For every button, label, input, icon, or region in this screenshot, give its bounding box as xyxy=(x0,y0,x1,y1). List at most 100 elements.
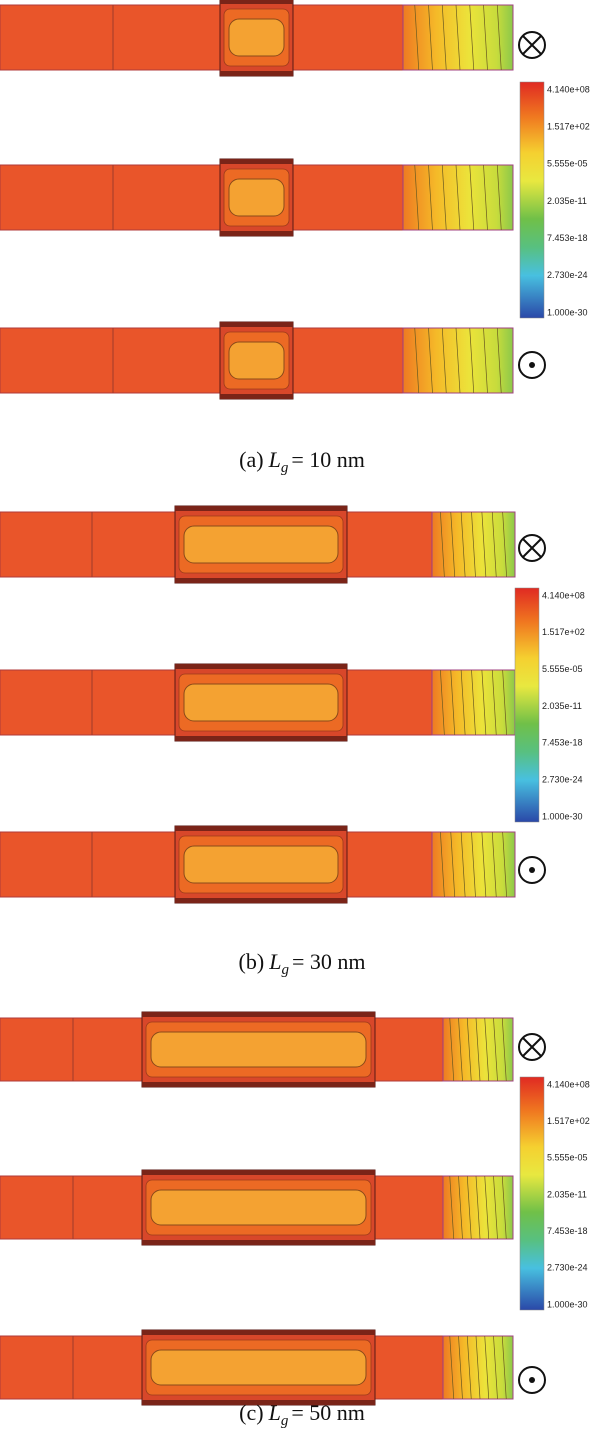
channel-core xyxy=(150,1031,367,1068)
gate-bottom xyxy=(142,1082,375,1087)
gate-bottom xyxy=(142,1240,375,1245)
contour xyxy=(471,669,476,736)
out-page-dot xyxy=(529,867,535,873)
into-page-cross xyxy=(522,35,542,55)
into-page-cross xyxy=(522,1037,542,1057)
contour xyxy=(502,831,507,898)
colorbar-label: 5.555e-05 xyxy=(547,159,588,169)
contour xyxy=(501,1175,507,1240)
contour xyxy=(455,4,461,71)
colorbar xyxy=(514,587,540,823)
caption-label: (c) xyxy=(239,1400,263,1425)
colorbar-label: 1.000e-30 xyxy=(547,1299,588,1309)
contour xyxy=(428,4,433,71)
gate-top xyxy=(142,1330,375,1335)
contour xyxy=(483,327,488,394)
out-page-dot xyxy=(529,362,535,368)
contour xyxy=(460,511,466,578)
channel-core xyxy=(228,178,285,217)
caption-value: = 50 nm xyxy=(291,1400,365,1425)
contour xyxy=(496,327,502,394)
contour xyxy=(441,327,447,394)
contour xyxy=(455,327,461,394)
channel-core xyxy=(150,1189,367,1226)
contour xyxy=(481,669,487,736)
channel-core xyxy=(228,18,285,57)
contour xyxy=(450,669,456,736)
contour xyxy=(460,831,466,898)
contour xyxy=(460,669,466,736)
contour xyxy=(483,164,488,231)
contour xyxy=(502,511,507,578)
contour xyxy=(450,831,456,898)
contour xyxy=(481,831,487,898)
contour xyxy=(502,669,507,736)
contour xyxy=(449,1017,455,1082)
caption-label: (a) xyxy=(239,447,263,472)
contour xyxy=(475,1335,481,1400)
caption-value: = 10 nm xyxy=(291,447,365,472)
gate-bottom xyxy=(175,736,347,741)
contour xyxy=(450,511,456,578)
contour xyxy=(493,1017,498,1082)
colorbar-label: 4.140e+08 xyxy=(542,590,585,600)
contour xyxy=(484,1017,490,1082)
caption-value: = 30 nm xyxy=(292,949,366,974)
colorbar-label: 1.517e+02 xyxy=(542,627,585,637)
contour xyxy=(496,164,502,231)
contour xyxy=(441,4,447,71)
colorbar-label: 1.517e+02 xyxy=(547,122,590,132)
colorbar-label: 7.453e-18 xyxy=(547,233,588,243)
contour xyxy=(469,327,475,394)
contour xyxy=(440,511,445,578)
gate-bottom xyxy=(175,898,347,903)
colorbar-label: 2.730e-24 xyxy=(542,775,583,785)
contour xyxy=(491,831,497,898)
colorbar-label: 5.555e-05 xyxy=(542,664,583,674)
gate-bottom xyxy=(175,578,347,583)
into-page-cross xyxy=(522,538,542,558)
contour xyxy=(491,669,497,736)
caption-sub: g xyxy=(281,962,289,978)
gate-top xyxy=(175,664,347,669)
caption-sub: g xyxy=(281,1413,289,1429)
caption-sub: g xyxy=(281,460,289,476)
contour xyxy=(475,1017,481,1082)
contour xyxy=(449,1175,455,1240)
channel-core xyxy=(150,1349,367,1386)
contour xyxy=(455,164,461,231)
colorbar-label: 7.453e-18 xyxy=(547,1226,588,1236)
caption-label: (b) xyxy=(239,949,265,974)
channel-core xyxy=(183,845,339,884)
caption-var: L xyxy=(268,1400,281,1425)
contour xyxy=(496,4,502,71)
gate-top xyxy=(142,1012,375,1017)
colorbar-label: 4.140e+08 xyxy=(547,84,590,94)
colorbar-label: 5.555e-05 xyxy=(547,1153,588,1163)
contour xyxy=(441,164,447,231)
gate-bottom xyxy=(142,1400,375,1405)
contour xyxy=(484,1175,490,1240)
contour xyxy=(471,511,476,578)
channel-core xyxy=(183,683,339,722)
contour xyxy=(414,4,420,71)
contour xyxy=(466,1175,472,1240)
caption: (a) Lg = 10 nm xyxy=(239,447,365,476)
contour xyxy=(501,1017,507,1082)
channel-core xyxy=(228,341,285,380)
gate-top xyxy=(175,826,347,831)
colorbar xyxy=(519,1076,545,1311)
contour xyxy=(466,1335,472,1400)
contour xyxy=(469,164,475,231)
caption-var: L xyxy=(268,949,281,974)
colorbar-label: 7.453e-18 xyxy=(542,738,583,748)
contour xyxy=(484,1335,490,1400)
colorbar xyxy=(519,81,545,319)
gate-top xyxy=(142,1170,375,1175)
contour xyxy=(491,511,497,578)
gate-top xyxy=(220,159,293,164)
colorbar-label: 1.000e-30 xyxy=(547,307,588,317)
contour xyxy=(414,164,420,231)
contour xyxy=(449,1335,455,1400)
gate-top xyxy=(220,322,293,327)
